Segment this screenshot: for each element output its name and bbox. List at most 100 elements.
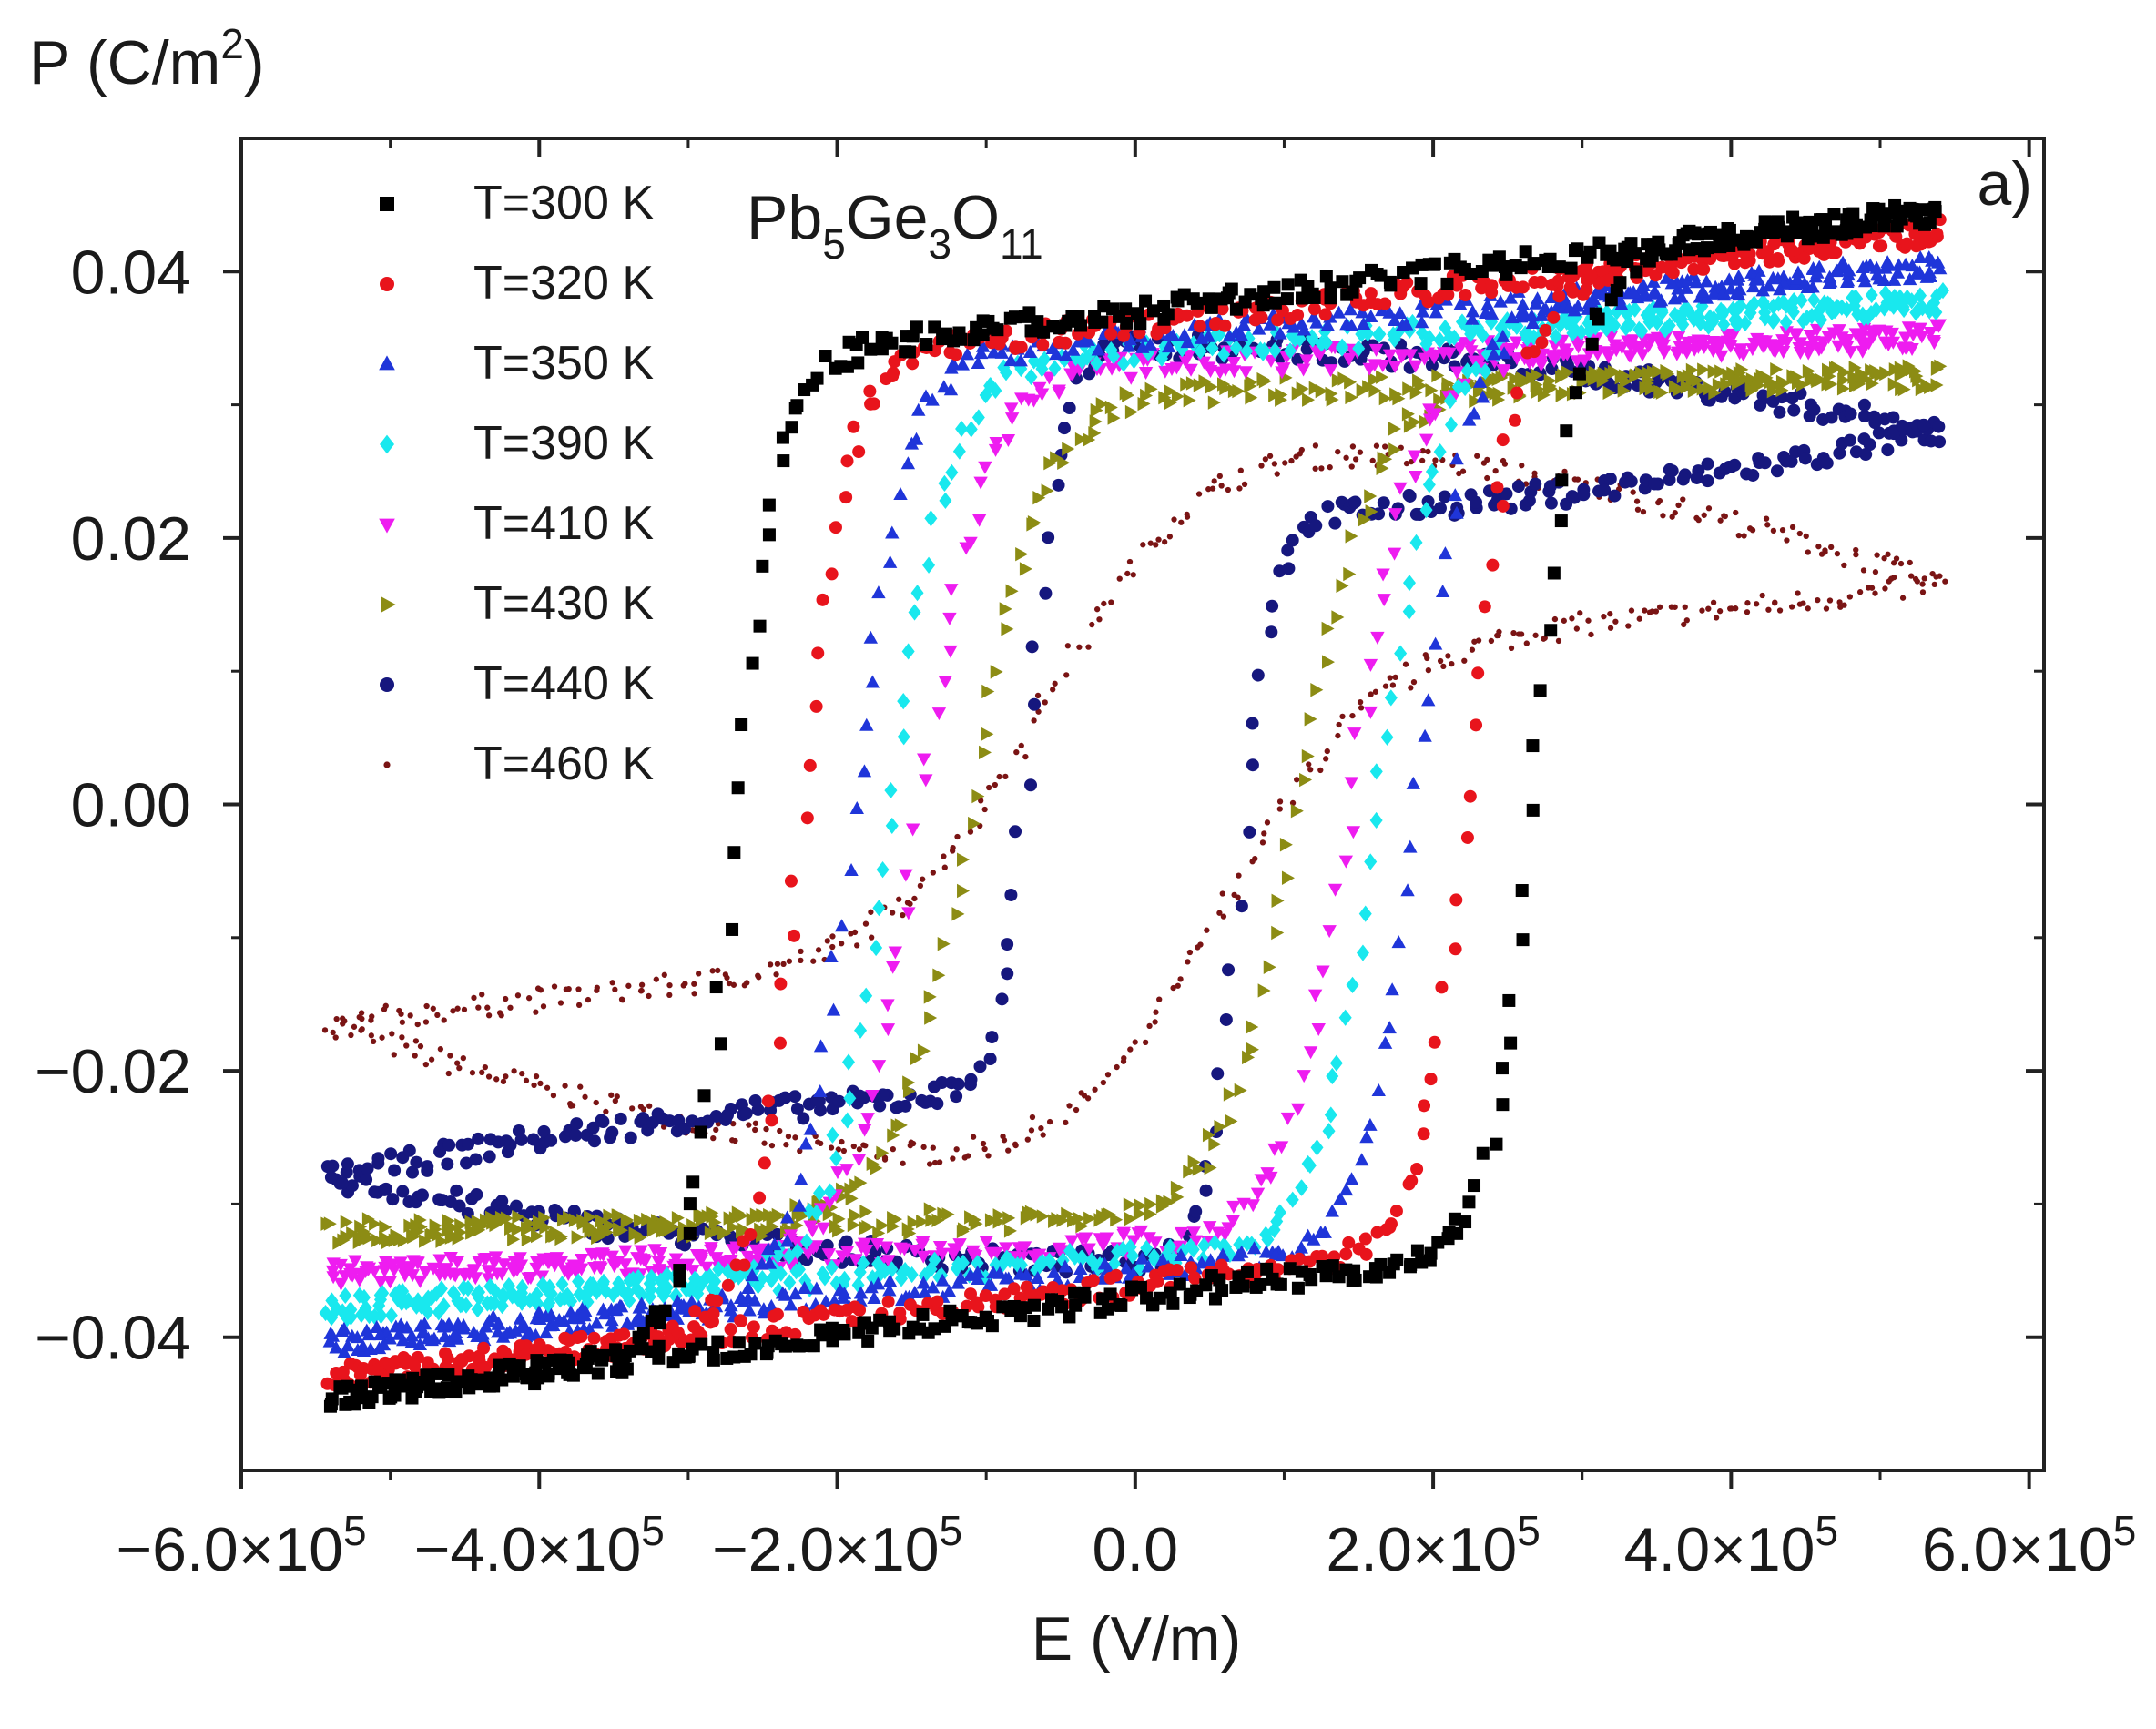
data-point xyxy=(1541,636,1547,642)
data-point xyxy=(813,1039,829,1053)
data-point xyxy=(719,1255,735,1268)
data-point xyxy=(973,476,988,490)
data-point xyxy=(792,1134,798,1141)
data-point xyxy=(454,1060,461,1066)
data-point xyxy=(1103,1207,1116,1222)
data-point xyxy=(1139,294,1153,308)
data-point xyxy=(1134,1280,1147,1294)
data-point xyxy=(1406,313,1419,331)
data-point xyxy=(1875,239,1888,253)
data-point xyxy=(1882,585,1888,592)
data-point xyxy=(1644,381,1658,396)
data-point xyxy=(1202,1127,1215,1143)
data-point xyxy=(1216,910,1223,916)
data-point xyxy=(1425,463,1439,481)
data-point xyxy=(963,536,978,550)
data-point xyxy=(1314,1226,1328,1239)
data-point xyxy=(407,1012,413,1019)
data-point xyxy=(790,1243,804,1260)
data-point xyxy=(816,1265,829,1282)
data-point xyxy=(1262,456,1269,463)
data-point xyxy=(1527,345,1541,359)
data-point xyxy=(907,1215,920,1230)
data-point xyxy=(1349,712,1356,719)
data-point xyxy=(562,1356,575,1369)
data-point xyxy=(981,1145,988,1153)
data-point xyxy=(955,420,969,438)
data-point xyxy=(865,1089,880,1103)
data-point xyxy=(1508,645,1515,652)
data-point xyxy=(1030,1207,1043,1222)
data-point xyxy=(869,934,875,941)
data-point xyxy=(1905,259,1919,272)
data-point xyxy=(546,1353,560,1367)
data-point xyxy=(1155,1253,1170,1266)
data-point xyxy=(495,1373,509,1387)
data-point xyxy=(1574,323,1588,341)
data-point xyxy=(1048,360,1062,377)
data-point xyxy=(951,1077,965,1091)
legend-marker xyxy=(383,761,391,768)
data-point xyxy=(1433,443,1447,461)
data-point xyxy=(513,1359,526,1373)
data-point xyxy=(1225,1114,1238,1129)
data-point xyxy=(1585,337,1599,351)
data-point xyxy=(1911,323,1926,337)
data-point xyxy=(1393,482,1408,495)
data-point xyxy=(431,1367,444,1380)
data-point xyxy=(550,1093,557,1099)
data-point xyxy=(486,1309,501,1323)
data-point xyxy=(1368,691,1374,697)
data-point xyxy=(746,656,759,670)
data-point xyxy=(1369,763,1383,780)
data-point xyxy=(1443,392,1457,410)
data-point xyxy=(1153,1291,1166,1305)
data-point xyxy=(668,1253,684,1266)
data-point xyxy=(805,1225,820,1238)
data-point xyxy=(687,1320,701,1334)
data-point xyxy=(1099,1232,1114,1246)
data-point xyxy=(1063,1310,1076,1324)
data-point xyxy=(1286,534,1299,547)
data-point xyxy=(1308,381,1322,396)
data-point xyxy=(1893,555,1900,562)
data-point xyxy=(1734,297,1747,314)
data-point xyxy=(514,1259,529,1273)
data-point xyxy=(1177,976,1184,982)
data-point xyxy=(1274,1277,1287,1291)
data-point xyxy=(1758,456,1772,470)
data-point xyxy=(1102,1302,1115,1316)
data-point xyxy=(816,1222,830,1236)
data-point xyxy=(1496,329,1510,342)
data-point xyxy=(1728,458,1742,472)
data-point xyxy=(1307,767,1314,773)
data-point xyxy=(1031,1270,1045,1284)
data-point xyxy=(786,958,793,964)
data-point xyxy=(324,1171,338,1185)
data-point xyxy=(1057,422,1071,435)
data-point xyxy=(1801,347,1815,361)
data-point xyxy=(1731,269,1746,282)
data-point xyxy=(645,1268,658,1286)
data-point xyxy=(1510,629,1517,636)
data-point xyxy=(636,1112,650,1125)
data-point xyxy=(1764,522,1771,528)
data-point xyxy=(1384,689,1398,707)
data-point xyxy=(1368,383,1382,398)
data-point xyxy=(336,1365,350,1378)
data-point xyxy=(1754,601,1760,607)
data-point xyxy=(1279,838,1293,852)
data-point xyxy=(1744,265,1759,279)
data-point xyxy=(1811,373,1825,389)
data-point xyxy=(1383,1221,1397,1235)
data-point xyxy=(453,1376,466,1389)
data-point xyxy=(979,1289,992,1303)
data-point xyxy=(1701,512,1707,518)
data-point xyxy=(362,1307,376,1325)
data-point xyxy=(526,1133,540,1146)
data-point xyxy=(323,1326,338,1339)
data-point xyxy=(918,1266,931,1285)
data-point xyxy=(973,346,989,360)
data-point xyxy=(1208,1137,1222,1152)
data-point xyxy=(1189,1205,1203,1218)
